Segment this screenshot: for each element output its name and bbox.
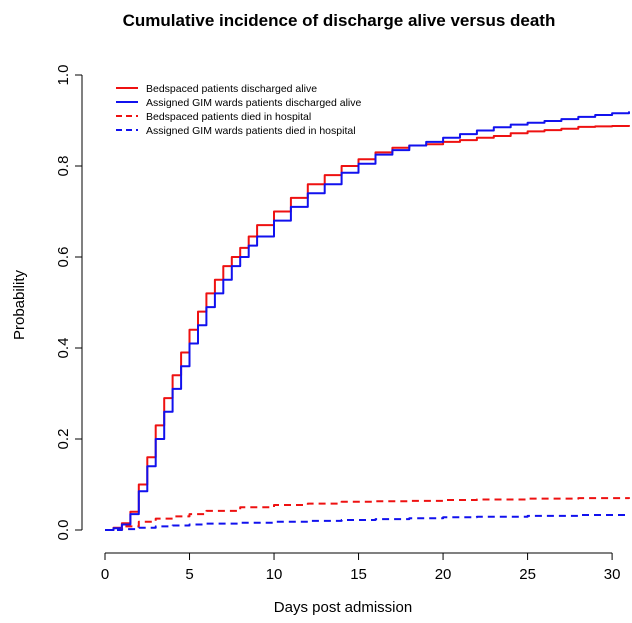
- legend-label: Assigned GIM wards patients discharged a…: [146, 97, 362, 109]
- x-tick-label: 20: [435, 566, 452, 583]
- y-axis-label: Probability: [11, 269, 28, 340]
- legend-label: Bedspaced patients discharged alive: [146, 83, 317, 95]
- series-line-1: [105, 125, 630, 531]
- y-tick-label: 1.0: [55, 65, 72, 86]
- series-line-4: [105, 514, 630, 531]
- x-axis-ticks: 0 5 10 15 20 25 30: [101, 553, 621, 583]
- x-tick-label: 15: [350, 566, 367, 583]
- y-axis-ticks: 0.0 0.2 0.4 0.6 0.8 1.0: [55, 65, 82, 541]
- x-axis-label: Days post admission: [274, 599, 412, 616]
- x-tick-label: 25: [519, 566, 536, 583]
- legend-label: Bedspaced patients died in hospital: [146, 111, 311, 123]
- plot-frame: [81, 75, 613, 554]
- y-tick-label: 0.4: [55, 338, 72, 359]
- y-tick-label: 0.2: [55, 429, 72, 450]
- x-tick-label: 10: [266, 566, 283, 583]
- series-line-2: [105, 111, 630, 531]
- x-tick-label: 30: [604, 566, 621, 583]
- x-tick-label: 5: [185, 566, 193, 583]
- series-line-3: [105, 497, 630, 531]
- y-tick-label: 0.0: [55, 520, 72, 541]
- legend: Bedspaced patients discharged alive Assig…: [116, 83, 362, 137]
- y-tick-label: 0.8: [55, 156, 72, 177]
- series-group: [105, 111, 630, 531]
- chart-title: Cumulative incidence of discharge alive …: [123, 11, 556, 30]
- legend-label: Assigned GIM wards patients died in hosp…: [146, 125, 356, 137]
- x-tick-label: 0: [101, 566, 109, 583]
- y-tick-label: 0.6: [55, 247, 72, 268]
